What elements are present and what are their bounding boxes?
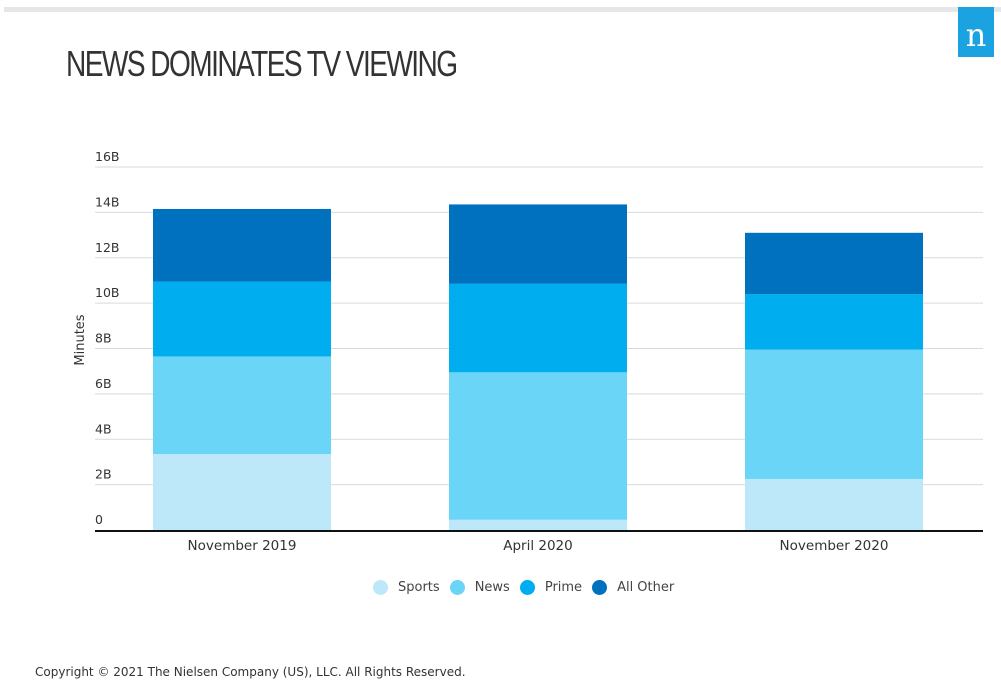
- bar-segment-news: [449, 372, 627, 520]
- y-tick-label: 0: [95, 512, 103, 527]
- nielsen-logo: n: [958, 7, 994, 57]
- x-category-label: November 2020: [780, 538, 889, 554]
- legend-swatch-icon: [519, 580, 535, 595]
- legend-label: All Other: [617, 580, 675, 595]
- bars: [153, 204, 923, 530]
- y-tick-label: 10B: [95, 285, 119, 300]
- bar-segment-news: [153, 356, 331, 454]
- nielsen-logo-letter: n: [965, 16, 987, 54]
- legend-item[interactable]: Sports: [373, 580, 440, 595]
- y-tick-label: 4B: [95, 421, 112, 436]
- legend-label: Prime: [544, 580, 583, 595]
- copyright-text: Copyright © 2021 The Nielsen Company (US…: [35, 665, 466, 679]
- legend-item[interactable]: Prime: [519, 580, 583, 595]
- bar-stack: [153, 208, 331, 530]
- bar-segment-prime: [153, 281, 331, 357]
- legend-swatch-icon: [373, 580, 388, 595]
- y-tick-label: 6B: [95, 376, 112, 391]
- x-category-label: April 2020: [503, 538, 573, 554]
- bar-segment-all-other: [153, 208, 331, 282]
- bar-segment-all-other: [745, 232, 923, 295]
- legend-label: News: [474, 580, 510, 595]
- x-category-label: November 2019: [188, 538, 297, 554]
- legend-label: Sports: [398, 580, 440, 595]
- legend-item[interactable]: All Other: [592, 580, 674, 595]
- bar-segment-news: [745, 349, 923, 479]
- bar-stack: [745, 232, 923, 530]
- bar-segment-all-other: [449, 204, 627, 284]
- y-tick-label: 16B: [95, 149, 119, 164]
- chart-title: NEWS DOMINATES TV VIEWING: [66, 43, 458, 84]
- x-axis-categories: November 2019 April 2020 November 2020: [188, 538, 889, 554]
- legend-swatch-icon: [592, 580, 608, 595]
- legend-swatch-icon: [449, 580, 465, 595]
- y-tick-label: 8B: [95, 331, 112, 346]
- top-divider: [4, 7, 1001, 12]
- bar-segment-sports: [153, 453, 331, 530]
- legend: Sports News Prime All Other: [373, 580, 684, 595]
- bar-segment-prime: [745, 294, 923, 350]
- y-axis-ticks: 0 2B 4B 6B 8B 10B 12B 14B 16B: [95, 149, 119, 527]
- bar-segment-sports: [449, 519, 627, 530]
- bar-stack: [449, 204, 627, 530]
- y-axis-label: Minutes: [73, 314, 88, 365]
- bar-segment-sports: [745, 478, 923, 530]
- y-tick-label: 14B: [95, 194, 119, 209]
- legend-item[interactable]: News: [449, 580, 510, 595]
- bar-segment-prime: [449, 283, 627, 373]
- y-tick-label: 2B: [95, 467, 112, 482]
- y-tick-label: 12B: [95, 240, 119, 255]
